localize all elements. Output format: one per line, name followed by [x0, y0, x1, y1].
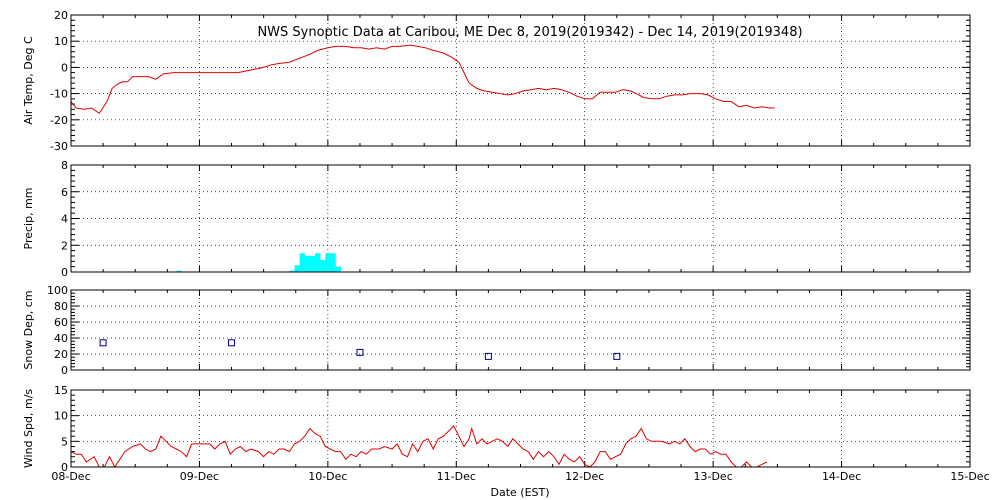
y-tick-label: 0 [61, 364, 68, 377]
y-tick-label: 4 [61, 213, 68, 226]
x-tick-label: 15-Dec [950, 470, 989, 483]
y-tick-label: -30 [50, 140, 68, 153]
x-axis-label: Date (EST) [490, 486, 549, 499]
precip-bar [325, 253, 331, 272]
y-tick-label: 6 [61, 186, 68, 199]
y-tick-label: -10 [50, 88, 68, 101]
precip-bar [299, 253, 305, 272]
snow-depth-marker [613, 352, 621, 360]
y-tick-label: 0 [61, 61, 68, 74]
snow-depth-marker [484, 352, 492, 360]
x-tick-label: 09-Dec [180, 470, 219, 483]
y-axis-label-snow-depth: Snow Dep, cm [22, 290, 35, 369]
panel-snow-depth: 0 20 40 60 80 100 Snow Dep, cm [22, 284, 971, 377]
precip-bar [330, 253, 336, 272]
y-axis-label-precip: Precip, mm [22, 188, 35, 250]
series-line-air-temp [70, 44, 775, 114]
y-tick-label: 20 [54, 9, 68, 22]
x-tick-label: 12-Dec [565, 470, 604, 483]
y-tick-label: 0 [61, 266, 68, 279]
panel-wind-speed: 0 5 10 15 Wind Spd, m/s [22, 384, 971, 474]
y-tick-label: 10 [54, 35, 68, 48]
x-tick-label: 14-Dec [822, 470, 861, 483]
chart-title: NWS Synoptic Data at Caribou, ME Dec 8, … [257, 25, 802, 40]
x-tick-label: 13-Dec [694, 470, 733, 483]
y-tick-label: 80 [54, 300, 68, 313]
y-tick-label: 0 [61, 461, 68, 474]
x-tick-label: 11-Dec [437, 470, 476, 483]
panel-frame-precip [70, 164, 971, 273]
y-tick-label: 15 [54, 384, 68, 397]
precip-bar [304, 255, 311, 272]
snow-depth-marker [99, 339, 107, 347]
y-tick-label: -20 [50, 114, 68, 127]
y-tick-label: 10 [54, 410, 68, 423]
snow-depth-marker [228, 339, 236, 347]
precip-bar [289, 270, 295, 272]
y-axis-label-wind-speed: Wind Spd, m/s [22, 389, 35, 469]
precip-bar [294, 265, 300, 272]
y-axis-label-air-temp: Air Temp, Deg C [22, 36, 35, 125]
y-tick-label: 40 [54, 332, 68, 345]
panel-precip: 0 2 4 6 8 Precip, mm [22, 159, 971, 279]
y-tick-label: 2 [61, 239, 68, 252]
x-tick-label: 08-Dec [51, 470, 90, 483]
y-tick-label: 5 [61, 435, 68, 448]
y-tick-label: 100 [47, 284, 68, 297]
snow-depth-marker [356, 348, 364, 356]
panel-frame-air-temp [70, 14, 971, 147]
y-tick-label: 60 [54, 316, 68, 329]
precip-bar [315, 253, 321, 272]
panel-frame-snow-depth [70, 289, 971, 371]
panel-frame-wind-speed [70, 389, 971, 468]
panel-air-temp: -30 -20 -10 0 10 20 Air Temp, Deg C [22, 9, 971, 153]
y-tick-label: 20 [54, 348, 68, 361]
precip-bar [176, 270, 182, 272]
precip-bar [320, 260, 326, 272]
x-tick-label: 10-Dec [308, 470, 347, 483]
precip-bar [335, 266, 341, 272]
precip-bar [309, 255, 316, 272]
y-tick-label: 8 [61, 159, 68, 172]
series-line-wind-speed [70, 425, 768, 468]
